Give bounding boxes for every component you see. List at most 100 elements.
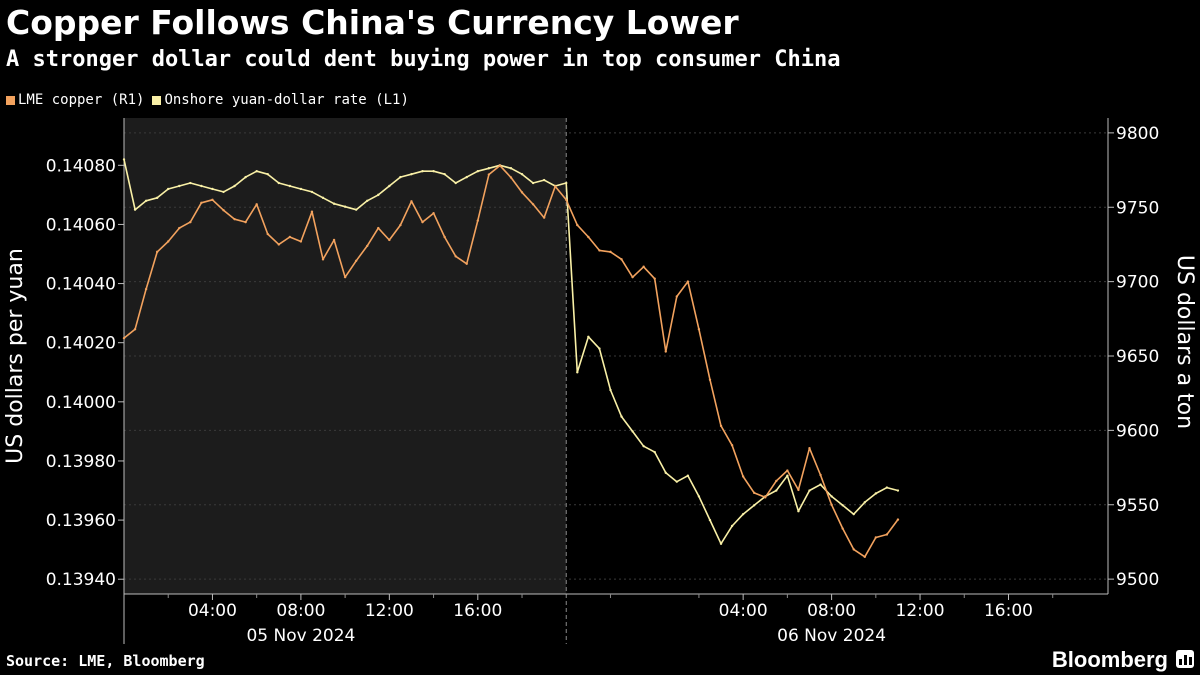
data-point-copper [631,275,634,279]
data-point-yuan [786,474,789,477]
data-point-yuan [542,178,546,182]
data-point-copper [863,555,866,559]
data-point-copper [189,220,192,224]
legend-swatch-yuan [152,95,162,105]
data-point-yuan [653,450,656,454]
data-point-yuan [697,495,701,498]
data-point-copper [730,444,734,447]
data-point-yuan [598,347,601,350]
data-point-yuan [465,175,468,179]
data-point-copper [410,200,413,203]
data-point-copper [741,475,745,478]
right-tick-label-3: 9650 [1116,347,1159,367]
data-point-copper [531,203,535,206]
data-point-copper [819,473,822,477]
data-point-copper [896,518,900,521]
data-point-copper [211,198,214,202]
data-point-copper [366,244,369,248]
data-point-copper [432,212,435,215]
data-point-copper [520,191,524,194]
data-point-copper [277,243,280,246]
x-tick-label-7: 16:00 [984,601,1033,621]
left-tick-label-3: 0.14020 [46,334,116,354]
data-point-yuan [189,181,192,185]
left-axis-title: US dollars per yuan [3,248,28,464]
data-point-copper [708,378,712,381]
data-point-yuan [388,184,391,188]
data-point-copper [542,216,546,219]
data-point-copper [255,203,258,206]
legend-item-copper: LME copper (R1) [6,90,144,110]
data-point-yuan [288,184,292,188]
data-point-copper [808,447,811,450]
data-point-yuan [454,181,457,185]
left-tick-label-2: 0.14040 [46,275,116,295]
x-tick-label-0: 04:00 [188,601,237,621]
data-point-yuan [432,170,435,173]
data-point-copper [377,226,380,230]
data-point-copper [675,295,679,298]
data-point-copper [421,220,424,224]
data-point-yuan [509,167,513,170]
data-point-copper [122,336,126,340]
data-point-copper [288,235,292,239]
legend-item-yuan: Onshore yuan-dollar rate (L1) [152,90,409,110]
data-point-yuan [366,199,369,202]
data-point-yuan [200,184,203,188]
data-point-copper [653,277,656,280]
data-point-copper [178,226,181,230]
source-note: Source: LME, Bloomberg [6,652,205,670]
bloomberg-logo: Bloomberg [1051,647,1168,672]
data-point-copper [553,185,557,188]
data-point-copper [399,223,402,227]
right-tick-label-2: 9700 [1116,273,1159,293]
data-point-yuan [587,335,590,338]
data-point-copper [609,250,612,254]
data-point-yuan [520,172,524,176]
data-point-yuan [277,181,280,185]
data-point-yuan [531,181,535,185]
data-point-copper [354,259,358,262]
data-point-copper [321,258,325,261]
data-point-copper [587,235,590,239]
data-point-yuan [830,495,833,498]
data-point-yuan [421,170,424,173]
data-point-copper [233,217,236,221]
x-tick-label-4: 04:00 [719,601,768,621]
data-point-yuan [343,205,347,208]
data-point-yuan [299,187,303,191]
data-point-yuan [155,196,159,200]
x-tick-label-3: 16:00 [453,601,502,621]
data-point-yuan [631,430,634,433]
left-tick-label-6: 0.13960 [46,511,116,531]
data-point-yuan [244,175,247,179]
data-point-copper [576,223,579,227]
data-point-copper [388,238,391,242]
data-point-copper [200,201,203,204]
data-point-yuan [178,184,181,188]
data-point-yuan [719,542,723,545]
data-point-yuan [741,512,745,516]
data-point-yuan [211,187,214,191]
data-point-yuan [841,504,844,507]
bloomberg-chart-icon [1176,650,1194,668]
data-point-yuan [863,501,866,504]
data-point-copper [465,262,468,265]
data-point-yuan [753,504,756,507]
left-tick-label-7: 0.13940 [46,570,116,590]
left-tick-label-5: 0.13980 [46,452,116,472]
data-point-yuan [222,190,225,194]
data-point-yuan [266,172,269,176]
data-point-yuan [708,518,712,522]
data-point-copper [487,173,491,176]
data-point-copper [266,232,269,236]
data-point-yuan [321,196,325,200]
data-point-yuan [332,202,336,205]
data-point-copper [620,258,623,261]
data-point-yuan [255,170,258,173]
legend-label-copper: LME copper (R1) [18,92,145,108]
data-point-copper [642,265,645,268]
x-tick-label-2: 12:00 [365,601,414,621]
data-point-copper [764,496,767,499]
